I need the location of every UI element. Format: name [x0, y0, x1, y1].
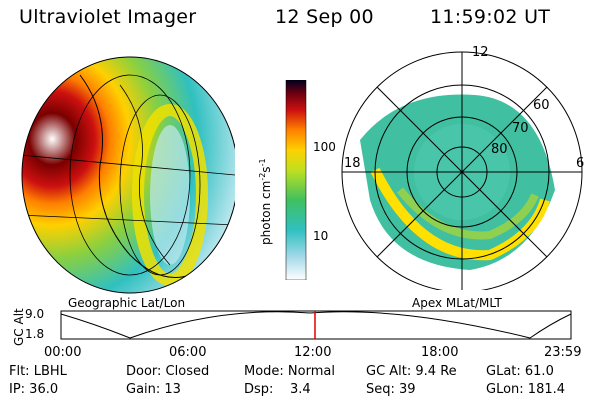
status-glat: GLat: 61.0: [486, 364, 554, 379]
colorbar-tick-100: 100: [313, 140, 336, 154]
status-flt: Flt: LBHL: [9, 364, 67, 379]
geographic-image: [21, 56, 235, 294]
colorbar-unit-label: photon cm-2s-1: [258, 158, 273, 245]
status-gcalt: GC Alt: 9.4 Re: [366, 364, 457, 379]
altitude-label: GC Alt: [12, 308, 26, 346]
mlat-label-80: 80: [491, 142, 508, 157]
x-tick-1800: 18:00: [421, 345, 459, 360]
status-door: Door: Closed: [126, 364, 210, 379]
geographic-caption: Geographic Lat/Lon: [68, 296, 186, 310]
mlat-label-70: 70: [512, 121, 529, 136]
status-mode: Mode: Normal: [244, 364, 335, 379]
x-tick-0000: 00:00: [44, 345, 82, 360]
altitude-ymin: 1.8: [25, 327, 45, 341]
x-tick-2359: 23:59: [544, 345, 582, 360]
mlt-label-6: 6: [576, 156, 585, 171]
mlt-label-12: 12: [472, 45, 489, 60]
status-seq: Seq: 39: [366, 382, 416, 397]
status-glon: GLon: 181.4: [486, 382, 566, 397]
status-gain: Gain: 13: [126, 382, 181, 397]
mlt-label-18: 18: [344, 156, 361, 171]
instrument-title: Ultraviolet Imager: [19, 6, 197, 28]
altitude-plot: [60, 310, 572, 340]
colorbar-tick-10: 10: [313, 229, 329, 243]
colorbar: [285, 80, 307, 280]
time-label: 11:59:02 UT: [430, 6, 551, 28]
polar-image: [341, 51, 583, 290]
status-ip: IP: 36.0: [9, 382, 59, 397]
altitude-ymax: 9.0: [25, 307, 45, 321]
status-dsp: Dsp: 3.4: [244, 382, 311, 397]
mlat-label-60: 60: [533, 98, 550, 113]
x-tick-1200: 12:00: [294, 345, 332, 360]
apex-caption: Apex MLat/MLT: [412, 296, 502, 310]
date-label: 12 Sep 00: [275, 6, 374, 28]
x-tick-0600: 06:00: [169, 345, 207, 360]
